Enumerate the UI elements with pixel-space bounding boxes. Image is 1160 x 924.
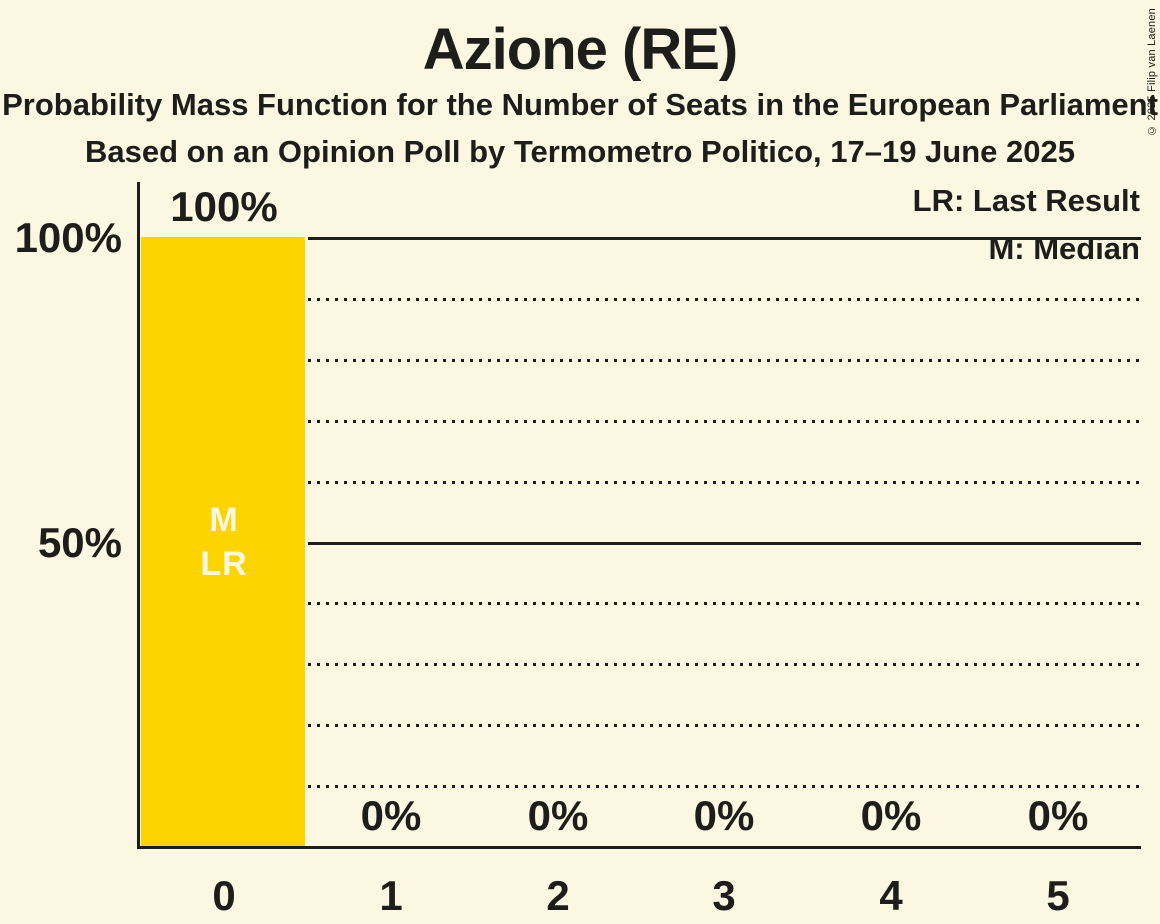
chart-subtitle: Probability Mass Function for the Number…: [2, 87, 1158, 122]
y-axis-line: [137, 182, 140, 849]
gridline-solid-50: [308, 542, 1141, 545]
legend-median: M: Median: [988, 231, 1140, 266]
x-axis-label-3: 3: [712, 872, 736, 919]
gridline-dotted-20: [308, 724, 1141, 727]
value-label-seats-2: 0%: [527, 792, 589, 839]
value-label-seats-0: 100%: [170, 183, 278, 230]
chart-source-subtitle: Based on an Opinion Poll by Termometro P…: [85, 134, 1075, 169]
y-axis-label-50: 50%: [37, 519, 122, 566]
x-axis-line: [137, 846, 1141, 849]
gridline-dotted-90: [308, 298, 1141, 301]
copyright-notice: © 2025 Filip van Laenen: [1146, 8, 1158, 136]
median-marker: M: [209, 501, 239, 539]
gridline-dotted-70: [308, 420, 1141, 423]
gridline-dotted-30: [308, 663, 1141, 666]
gridline-dotted-80: [308, 359, 1141, 362]
x-axis-label-1: 1: [379, 872, 403, 919]
gridline-dotted-40: [308, 602, 1141, 605]
gridline-dotted-10: [308, 785, 1141, 788]
bar-annotation-median-lastresult: M LR: [141, 498, 307, 586]
y-axis-label-100: 100%: [14, 214, 122, 261]
value-label-seats-3: 0%: [693, 792, 755, 839]
last-result-marker: LR: [200, 545, 248, 583]
legend-last-result: LR: Last Result: [912, 183, 1140, 218]
value-label-seats-5: 0%: [1027, 792, 1089, 839]
bar-seats-0: [141, 237, 305, 846]
x-axis-label-4: 4: [879, 872, 903, 919]
gridline-solid-100: [308, 237, 1141, 240]
value-label-seats-4: 0%: [860, 792, 922, 839]
x-axis-label-0: 0: [212, 872, 236, 919]
x-axis-label-2: 2: [546, 872, 570, 919]
gridline-dotted-60: [308, 481, 1141, 484]
x-axis-label-5: 5: [1046, 872, 1070, 919]
value-label-seats-1: 0%: [360, 792, 422, 839]
page-title: Azione (RE): [422, 17, 738, 82]
